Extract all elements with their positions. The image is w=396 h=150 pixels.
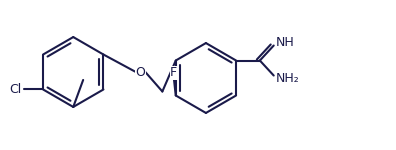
Text: NH: NH [276,36,295,49]
Text: Cl: Cl [9,83,21,96]
Text: O: O [136,66,145,78]
Text: F: F [170,66,177,80]
Text: NH₂: NH₂ [276,72,299,85]
